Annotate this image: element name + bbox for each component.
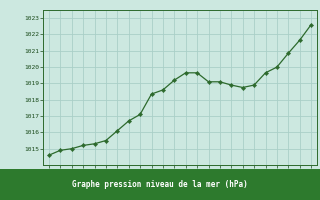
- Text: Graphe pression niveau de la mer (hPa): Graphe pression niveau de la mer (hPa): [72, 180, 248, 189]
